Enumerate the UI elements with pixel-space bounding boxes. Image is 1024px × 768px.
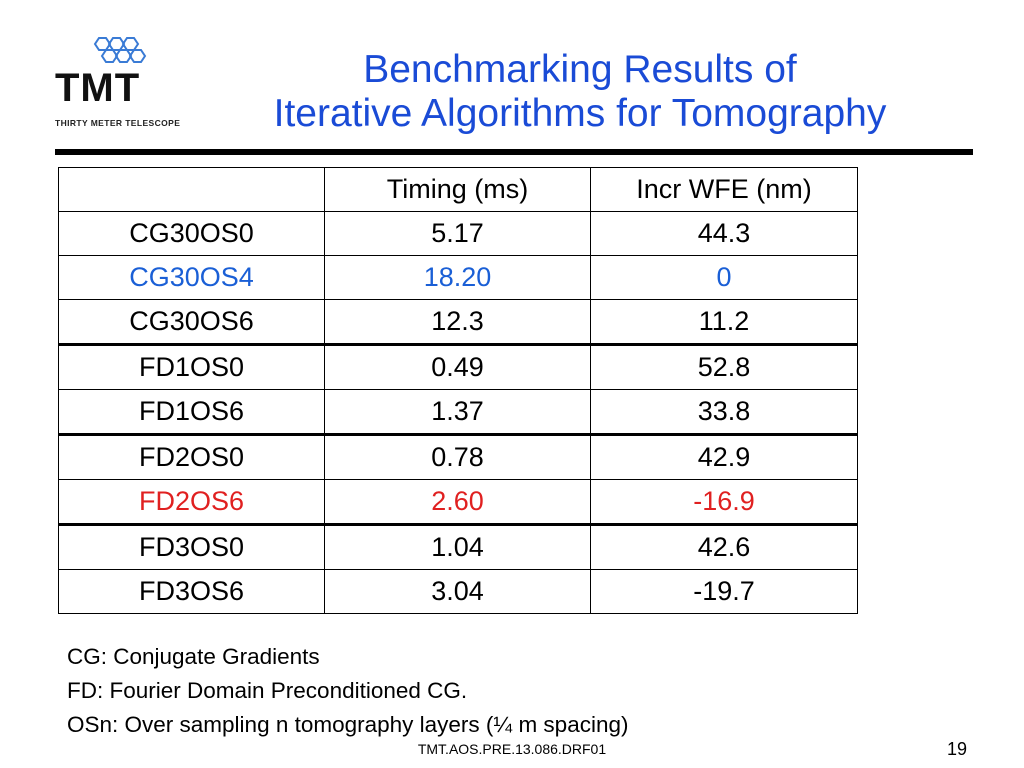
tmt-logo: TMT THIRTY METER TELESCOPE: [55, 36, 195, 136]
header-cell: Timing (ms): [324, 167, 591, 212]
note-line: CG: Conjugate Gradients: [67, 644, 320, 669]
table-cell: CG30OS6: [58, 299, 325, 345]
note-line: OSn: Over sampling n tomography layers (…: [67, 712, 629, 737]
logo-subtitle: THIRTY METER TELESCOPE: [55, 118, 181, 128]
table-cell: 11.2: [590, 299, 858, 345]
table-cell: 5.17: [324, 211, 591, 256]
table-row: CG30OS6 12.3 11.2: [58, 299, 858, 345]
table-cell: FD3OS0: [58, 523, 325, 570]
benchmark-table: Timing (ms) Incr WFE (nm) CG30OS0 5.17 4…: [58, 167, 858, 614]
notes: CG: Conjugate Gradients FD: Fourier Doma…: [67, 640, 628, 742]
table-cell: -19.7: [590, 569, 858, 614]
header-cell: [58, 167, 325, 212]
table-cell: 0.49: [324, 343, 591, 390]
table-cell: 42.6: [590, 523, 858, 570]
table-cell: FD2OS6: [58, 479, 325, 525]
table-cell: 0: [590, 255, 858, 300]
table-cell: 42.9: [590, 433, 858, 480]
table-cell: -16.9: [590, 479, 858, 525]
table-header-row: Timing (ms) Incr WFE (nm): [58, 167, 858, 212]
table-row: FD3OS6 3.04 -19.7: [58, 569, 858, 614]
table-cell: FD3OS6: [58, 569, 325, 614]
hexagon-cluster-icon: [93, 37, 147, 63]
page-title: Benchmarking Results of Iterative Algori…: [200, 48, 960, 136]
table-cell: 12.3: [324, 299, 591, 345]
table-cell: FD2OS0: [58, 433, 325, 480]
table-cell: FD1OS6: [58, 389, 325, 435]
header-cell: Incr WFE (nm): [590, 167, 858, 212]
table-row: CG30OS0 5.17 44.3: [58, 211, 858, 256]
logo-wordmark: TMT: [55, 66, 141, 110]
table-cell: 0.78: [324, 433, 591, 480]
table-cell: 52.8: [590, 343, 858, 390]
table-cell: 44.3: [590, 211, 858, 256]
table-cell: CG30OS4: [58, 255, 325, 300]
table-cell: 1.04: [324, 523, 591, 570]
table-cell: 1.37: [324, 389, 591, 435]
table-row: FD1OS6 1.37 33.8: [58, 389, 858, 435]
table-row: FD3OS0 1.04 42.6: [58, 523, 858, 570]
table-cell: FD1OS0: [58, 343, 325, 390]
table-row: FD2OS6 2.60 -16.9: [58, 479, 858, 525]
table-row: CG30OS4 18.20 0: [58, 255, 858, 300]
table-cell: CG30OS0: [58, 211, 325, 256]
table-cell: 18.20: [324, 255, 591, 300]
table-cell: 3.04: [324, 569, 591, 614]
document-id-footer: TMT.AOS.PRE.13.086.DRF01: [417, 741, 607, 757]
table-row: FD2OS0 0.78 42.9: [58, 433, 858, 480]
title-divider: [55, 149, 973, 155]
table-cell: 2.60: [324, 479, 591, 525]
title-line-1: Benchmarking Results of: [363, 48, 797, 91]
note-line: FD: Fourier Domain Preconditioned CG.: [67, 678, 468, 703]
title-line-2: Iterative Algorithms for Tomography: [273, 92, 887, 135]
table-cell: 33.8: [590, 389, 858, 435]
page-number: 19: [947, 739, 968, 759]
table-row: FD1OS0 0.49 52.8: [58, 343, 858, 390]
